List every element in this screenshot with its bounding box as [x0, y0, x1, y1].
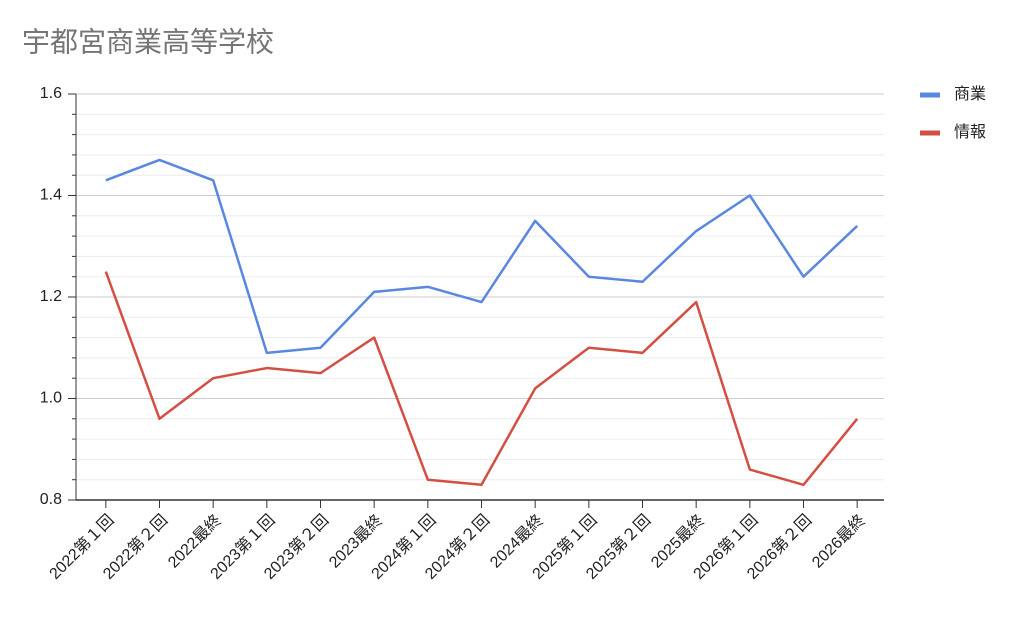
line-series: [104, 271, 859, 487]
legend-label: 商業: [954, 85, 986, 103]
chart-title: 宇都宮商業高等学校: [22, 26, 274, 57]
y-tick-label: 1.2: [40, 288, 62, 305]
legend-label: 情報: [954, 123, 986, 141]
y-tick-label: 0.8: [40, 491, 62, 508]
x-tick-label: 2026最終: [808, 511, 869, 572]
y-tick-label: 1.6: [40, 85, 62, 102]
y-tick-label: 1.4: [40, 187, 62, 204]
y-tick-label: 1.0: [40, 390, 62, 407]
line-series: [105, 158, 859, 355]
